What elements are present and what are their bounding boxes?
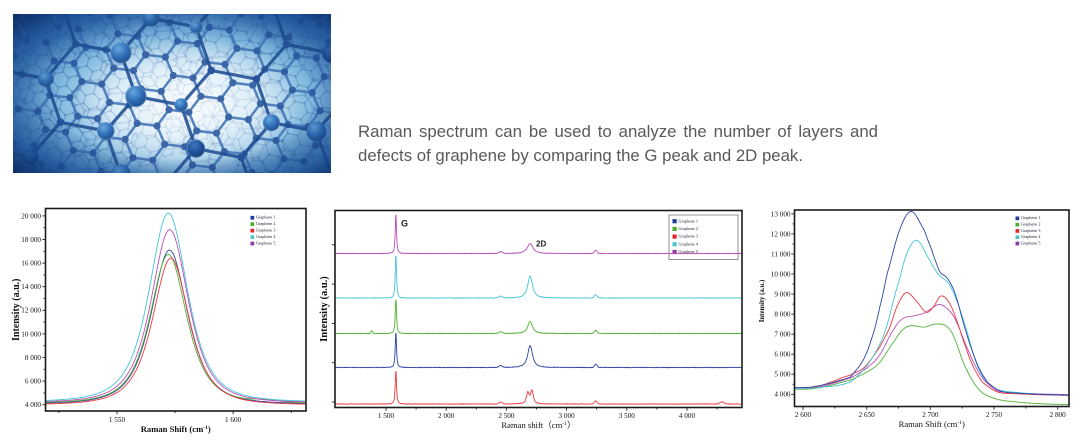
- svg-text:5 000: 5 000: [774, 371, 791, 379]
- svg-text:Intensity (a.u.): Intensity (a.u.): [11, 278, 22, 341]
- svg-text:7 000: 7 000: [774, 331, 791, 339]
- svg-text:Graphene 4: Graphene 4: [679, 241, 699, 246]
- svg-text:Graphene 3: Graphene 3: [256, 228, 275, 233]
- svg-text:Graphene 1: Graphene 1: [1021, 215, 1040, 220]
- svg-text:Graphene 5: Graphene 5: [256, 240, 275, 245]
- svg-text:1 600: 1 600: [225, 416, 242, 424]
- svg-text:8 000: 8 000: [774, 311, 791, 319]
- svg-text:Graphene 3: Graphene 3: [679, 234, 698, 239]
- svg-text:Raman Shift (cm-1): Raman Shift (cm-1): [141, 424, 211, 434]
- svg-text:10 000: 10 000: [771, 270, 791, 278]
- svg-text:2 800: 2 800: [1050, 411, 1067, 419]
- svg-text:Raman Shift (cm-1): Raman Shift (cm-1): [899, 419, 965, 429]
- svg-text:2 500: 2 500: [498, 412, 515, 420]
- svg-text:2 750: 2 750: [986, 411, 1003, 419]
- svg-text:Graphene 2: Graphene 2: [256, 221, 275, 226]
- svg-text:Graphene 1: Graphene 1: [256, 215, 275, 220]
- svg-text:18 000: 18 000: [21, 236, 41, 244]
- svg-text:2 000: 2 000: [438, 412, 455, 420]
- svg-text:Graphene 2: Graphene 2: [679, 226, 698, 231]
- svg-text:Intensity (a.u.): Intensity (a.u.): [319, 276, 330, 342]
- svg-text:1 550: 1 550: [109, 416, 126, 424]
- svg-text:Graphene 3: Graphene 3: [1021, 228, 1040, 233]
- svg-text:12 000: 12 000: [21, 307, 41, 315]
- svg-text:4 000: 4 000: [25, 401, 42, 409]
- svg-text:12 000: 12 000: [771, 230, 791, 238]
- svg-text:10 000: 10 000: [21, 330, 41, 338]
- svg-text:16 000: 16 000: [21, 260, 41, 268]
- svg-text:2D: 2D: [536, 240, 546, 249]
- svg-text:3 000: 3 000: [559, 412, 576, 420]
- svg-text:11 000: 11 000: [771, 250, 791, 258]
- svg-text:6 000: 6 000: [25, 378, 42, 386]
- svg-text:G: G: [401, 219, 408, 229]
- svg-text:Graphene 4: Graphene 4: [1021, 234, 1041, 239]
- svg-text:8 000: 8 000: [25, 354, 42, 362]
- svg-text:20 000: 20 000: [21, 212, 41, 220]
- svg-text:Graphene 5: Graphene 5: [1021, 240, 1040, 245]
- svg-text:14 000: 14 000: [21, 283, 41, 291]
- svg-text:4 000: 4 000: [679, 412, 696, 420]
- svg-text:2 600: 2 600: [795, 411, 812, 419]
- svg-text:Raman shift（cm-1）: Raman shift（cm-1）: [501, 420, 575, 430]
- svg-text:4 000: 4 000: [774, 391, 791, 399]
- svg-text:Graphene 1: Graphene 1: [679, 218, 698, 223]
- svg-text:6 000: 6 000: [774, 351, 791, 359]
- svg-text:13 000: 13 000: [771, 210, 791, 218]
- svg-text:1 500: 1 500: [378, 412, 395, 420]
- svg-text:2 650: 2 650: [859, 411, 876, 419]
- svg-text:Graphene 2: Graphene 2: [1021, 222, 1040, 227]
- svg-text:3 500: 3 500: [619, 412, 636, 420]
- svg-text:9 000: 9 000: [774, 290, 791, 298]
- svg-text:Graphene 5: Graphene 5: [679, 249, 698, 254]
- svg-text:Graphene 4: Graphene 4: [256, 234, 276, 239]
- svg-text:2 700: 2 700: [922, 411, 939, 419]
- svg-text:Intensity (a.u.): Intensity (a.u.): [759, 280, 766, 322]
